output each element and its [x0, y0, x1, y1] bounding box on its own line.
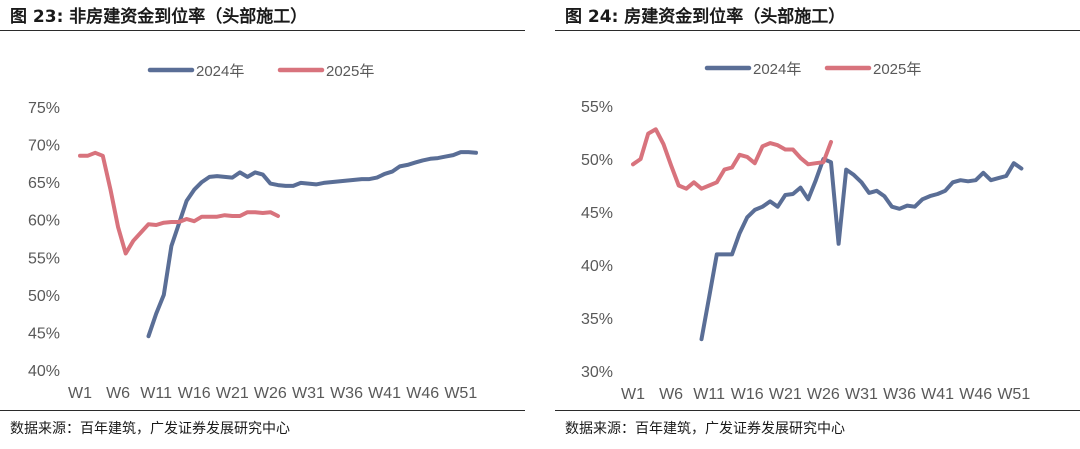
series-line-2024 — [146, 150, 478, 339]
x-tick-label: W41 — [368, 385, 401, 402]
source-note: 数据来源：百年建筑，广发证券发展研究中心 — [10, 421, 290, 437]
figure-left: 图 23: 非房建资金到位率（头部施工） 40% 45% 50% 55% 60% 65% 7… — [0, 0, 525, 449]
x-tick-label: W36 — [883, 386, 916, 403]
y-tick-label: 55% — [581, 99, 613, 116]
figure-title: 图 23: 非房建资金到位率（头部施工） — [10, 7, 308, 27]
x-tick-label: W11 — [693, 386, 725, 403]
x-tick-label: W6 — [659, 386, 683, 403]
x-tick-label: W16 — [731, 386, 764, 403]
y-tick-label: 30% — [581, 364, 613, 381]
x-tick-label: W11 — [140, 385, 172, 402]
figure-right: 图 24: 房建资金到位率（头部施工） 30% 35% 40% 45% 50% 55% W1… — [555, 0, 1080, 449]
source-rule — [555, 410, 1080, 411]
chart-right: 30% 35% 40% 45% 50% 55% W1 W6 W11 W16 W21 W26 W31 W36… — [581, 61, 1030, 403]
x-tick-label: W1 — [68, 385, 92, 402]
source-rule — [0, 410, 525, 411]
y-tick-label: 40% — [28, 363, 60, 380]
legend-label: 2024年 — [196, 63, 244, 80]
legend-label: 2024年 — [753, 61, 801, 78]
series-line-2024 — [699, 157, 1024, 342]
x-tick-label: W16 — [178, 385, 211, 402]
title-rule — [555, 30, 1080, 31]
figure-title: 图 24: 房建资金到位率（头部施工） — [565, 7, 846, 27]
title-rule — [0, 30, 525, 31]
x-tick-label: W26 — [807, 386, 840, 403]
y-tick-label: 70% — [28, 138, 60, 155]
x-tick-label: W6 — [106, 385, 130, 402]
y-tick-label: 55% — [28, 250, 60, 267]
legend-label: 2025年 — [873, 61, 921, 78]
x-tick-label: W31 — [845, 386, 878, 403]
y-tick-label: 75% — [28, 100, 60, 117]
y-tick-label: 50% — [581, 152, 613, 169]
y-tick-label: 50% — [28, 288, 60, 305]
legend-label: 2025年 — [326, 63, 374, 80]
x-tick-label: W41 — [921, 386, 954, 403]
x-tick-label: W21 — [216, 385, 249, 402]
x-tick-label: W26 — [254, 385, 287, 402]
y-tick-label: 40% — [581, 258, 613, 275]
chart-left: 40% 45% 50% 55% 60% 65% 70% 75% W1 W6 W11 W16 W21 W26… — [28, 63, 478, 402]
y-tick-label: 65% — [28, 175, 60, 192]
y-tick-label: 45% — [581, 205, 613, 222]
x-tick-label: W1 — [621, 386, 645, 403]
series-line-2025 — [78, 150, 280, 256]
y-tick-label: 35% — [581, 311, 613, 328]
series-line-2025 — [631, 127, 833, 191]
x-tick-label: W21 — [769, 386, 802, 403]
source-note: 数据来源：百年建筑，广发证券发展研究中心 — [565, 421, 845, 437]
x-tick-label: W31 — [292, 385, 325, 402]
x-tick-label: W36 — [330, 385, 363, 402]
y-tick-label: 60% — [28, 213, 60, 230]
x-tick-label: W46 — [406, 385, 439, 402]
x-tick-label: W46 — [959, 386, 992, 403]
x-tick-label: W51 — [444, 385, 477, 402]
y-tick-label: 45% — [28, 325, 60, 342]
x-tick-label: W51 — [997, 386, 1030, 403]
